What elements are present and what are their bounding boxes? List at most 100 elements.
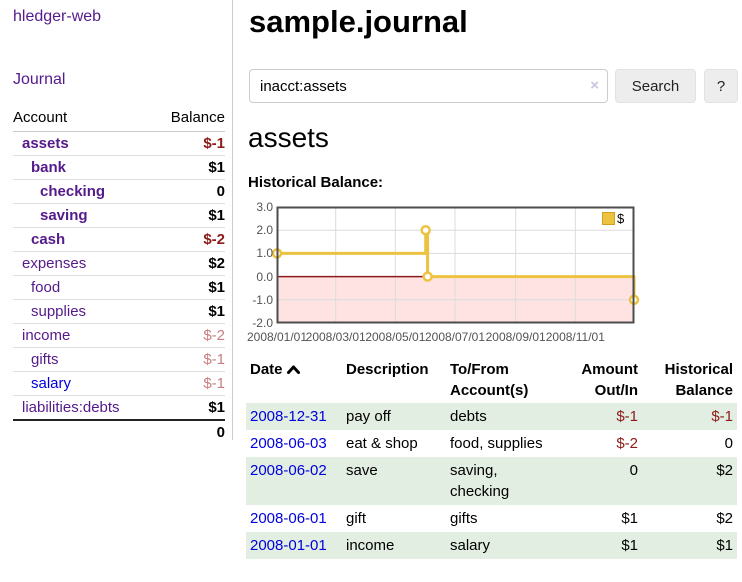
account-link[interactable]: bank [31,159,67,176]
date-header-label: Date [250,361,283,378]
account-balance: $-2 [153,323,225,348]
transaction-amount: $1 [621,537,638,554]
accounts-header-account: Account [13,106,154,132]
search-field-wrap: × [249,69,608,103]
account-balance: $1 [153,203,225,228]
help-button[interactable]: ? [704,69,738,103]
chart-title: Historical Balance: [248,174,384,191]
x-axis-tick: 2008/03/01 [305,330,366,344]
accounts-header-balance: Balance [153,106,225,132]
transaction-accounts: food, supplies [450,435,543,452]
account-link[interactable]: saving [40,207,88,224]
account-row: salary $-1 [13,371,225,396]
account-balance: $-1 [153,347,225,372]
x-axis-tick: 2008/01/01 [246,330,308,344]
transaction-accounts: gifts [450,510,478,527]
sidebar-divider [232,0,233,440]
sort-ascending-icon [286,365,300,374]
register-header-date[interactable]: Date [246,357,342,403]
account-link[interactable]: checking [40,183,106,200]
account-link[interactable]: income [22,327,71,344]
account-row: checking 0 [13,179,225,204]
y-axis-tick: 1.0 [256,246,273,261]
transaction-date-link[interactable]: 2008-06-02 [250,462,327,479]
chart-plot-area [271,206,640,324]
transaction-description: eat & shop [346,435,418,452]
accounts-tree-table: Account Balance assets $-1 bank $1 checking 0… [13,106,225,444]
clear-search-icon[interactable]: × [590,77,599,94]
x-axis-tick: 2008/07/01 [424,330,486,344]
transaction-date-link[interactable]: 2008-06-01 [250,510,327,527]
account-link[interactable]: cash [31,231,66,248]
historical-balance-chart: 3.0 2.0 1.0 0.0 -1.0 -2.0 2008/01/01 2008/03/01… [245,200,640,344]
account-row: food $1 [13,275,225,300]
transaction-row: 2008-12-31 pay off debts $-1 $-1 [246,403,737,430]
register-header-balance: Historical Balance [664,361,733,399]
transaction-description: income [346,537,395,554]
page-title: sample.journal [249,4,468,39]
app-brand-link[interactable]: hledger-web [13,8,102,25]
chart-legend: $ [602,211,624,226]
y-axis-tick: 0.0 [256,269,273,284]
account-balance: $1 [153,155,225,180]
transaction-description: pay off [346,408,391,425]
x-axis-tick: 2008/09/01 [485,330,546,344]
register-header-row: Date Description To/From Account(s) Amou… [246,357,737,403]
register-header-amount: Amount Out/In [581,361,638,399]
account-link[interactable]: food [31,279,61,296]
account-link[interactable]: assets [22,135,69,152]
account-balance: $1 [153,299,225,324]
transaction-amount: $1 [621,510,638,527]
y-axis-tick: -2.0 [252,316,273,330]
transaction-accounts: saving, checking [450,462,510,500]
account-row: assets $-1 [13,131,225,156]
account-link[interactable]: gifts [31,351,59,368]
legend-label: $ [617,211,625,226]
account-row: bank $1 [13,155,225,180]
account-row: income $-2 [13,323,225,348]
y-axis-tick: -1.0 [252,292,273,307]
account-row: supplies $1 [13,299,225,324]
register-header-accounts: To/From Account(s) [450,361,529,399]
y-axis-tick: 3.0 [256,200,273,214]
register-table: Date Description To/From Account(s) Amou… [246,357,737,559]
account-heading: assets [248,122,329,153]
transaction-balance: 0 [724,435,733,452]
x-axis-tick: 2008/11/01 [545,330,605,344]
transaction-row: 2008-06-03 eat & shop food, supplies $-2 0 [246,430,737,457]
transaction-balance: $-1 [711,408,733,425]
transaction-row: 2008-06-01 gift gifts $1 $2 [246,505,737,532]
transaction-date-link[interactable]: 2008-06-03 [250,435,327,452]
register-header-description: Description [346,361,429,378]
account-balance: $1 [153,275,225,300]
accounts-total-value: 0 [13,419,225,444]
transaction-row: 2008-06-02 save saving, checking 0 $2 [246,457,737,505]
search-button[interactable]: Search [615,69,696,103]
account-link[interactable]: expenses [22,255,87,272]
legend-swatch [602,212,615,225]
account-row: liabilities:debts $1 [13,395,225,421]
y-axis-tick: 2.0 [256,223,273,238]
transaction-balance: $1 [716,537,733,554]
account-balance: $1 [153,395,225,421]
transaction-amount: $-1 [616,408,638,425]
account-link[interactable]: supplies [31,303,87,320]
transaction-accounts: debts [450,408,487,425]
account-row: saving $1 [13,203,225,228]
search-input[interactable] [249,69,608,103]
transaction-date-link[interactable]: 2008-01-01 [250,537,327,554]
account-row: cash $-2 [13,227,225,252]
transaction-amount: 0 [629,462,638,479]
accounts-header-row: Account Balance [13,106,225,132]
sidebar-item-journal[interactable]: Journal [13,71,66,88]
account-row: expenses $2 [13,251,225,276]
transaction-balance: $2 [716,510,733,527]
account-link[interactable]: liabilities:debts [22,399,120,416]
account-balance: $-1 [153,371,225,396]
transaction-balance: $2 [716,462,733,479]
transaction-description: gift [346,510,367,527]
transaction-date-link[interactable]: 2008-12-31 [250,408,327,425]
transaction-row: 2008-01-01 income salary $1 $1 [246,532,737,559]
account-link[interactable]: salary [31,375,72,392]
transaction-description: save [346,462,378,479]
